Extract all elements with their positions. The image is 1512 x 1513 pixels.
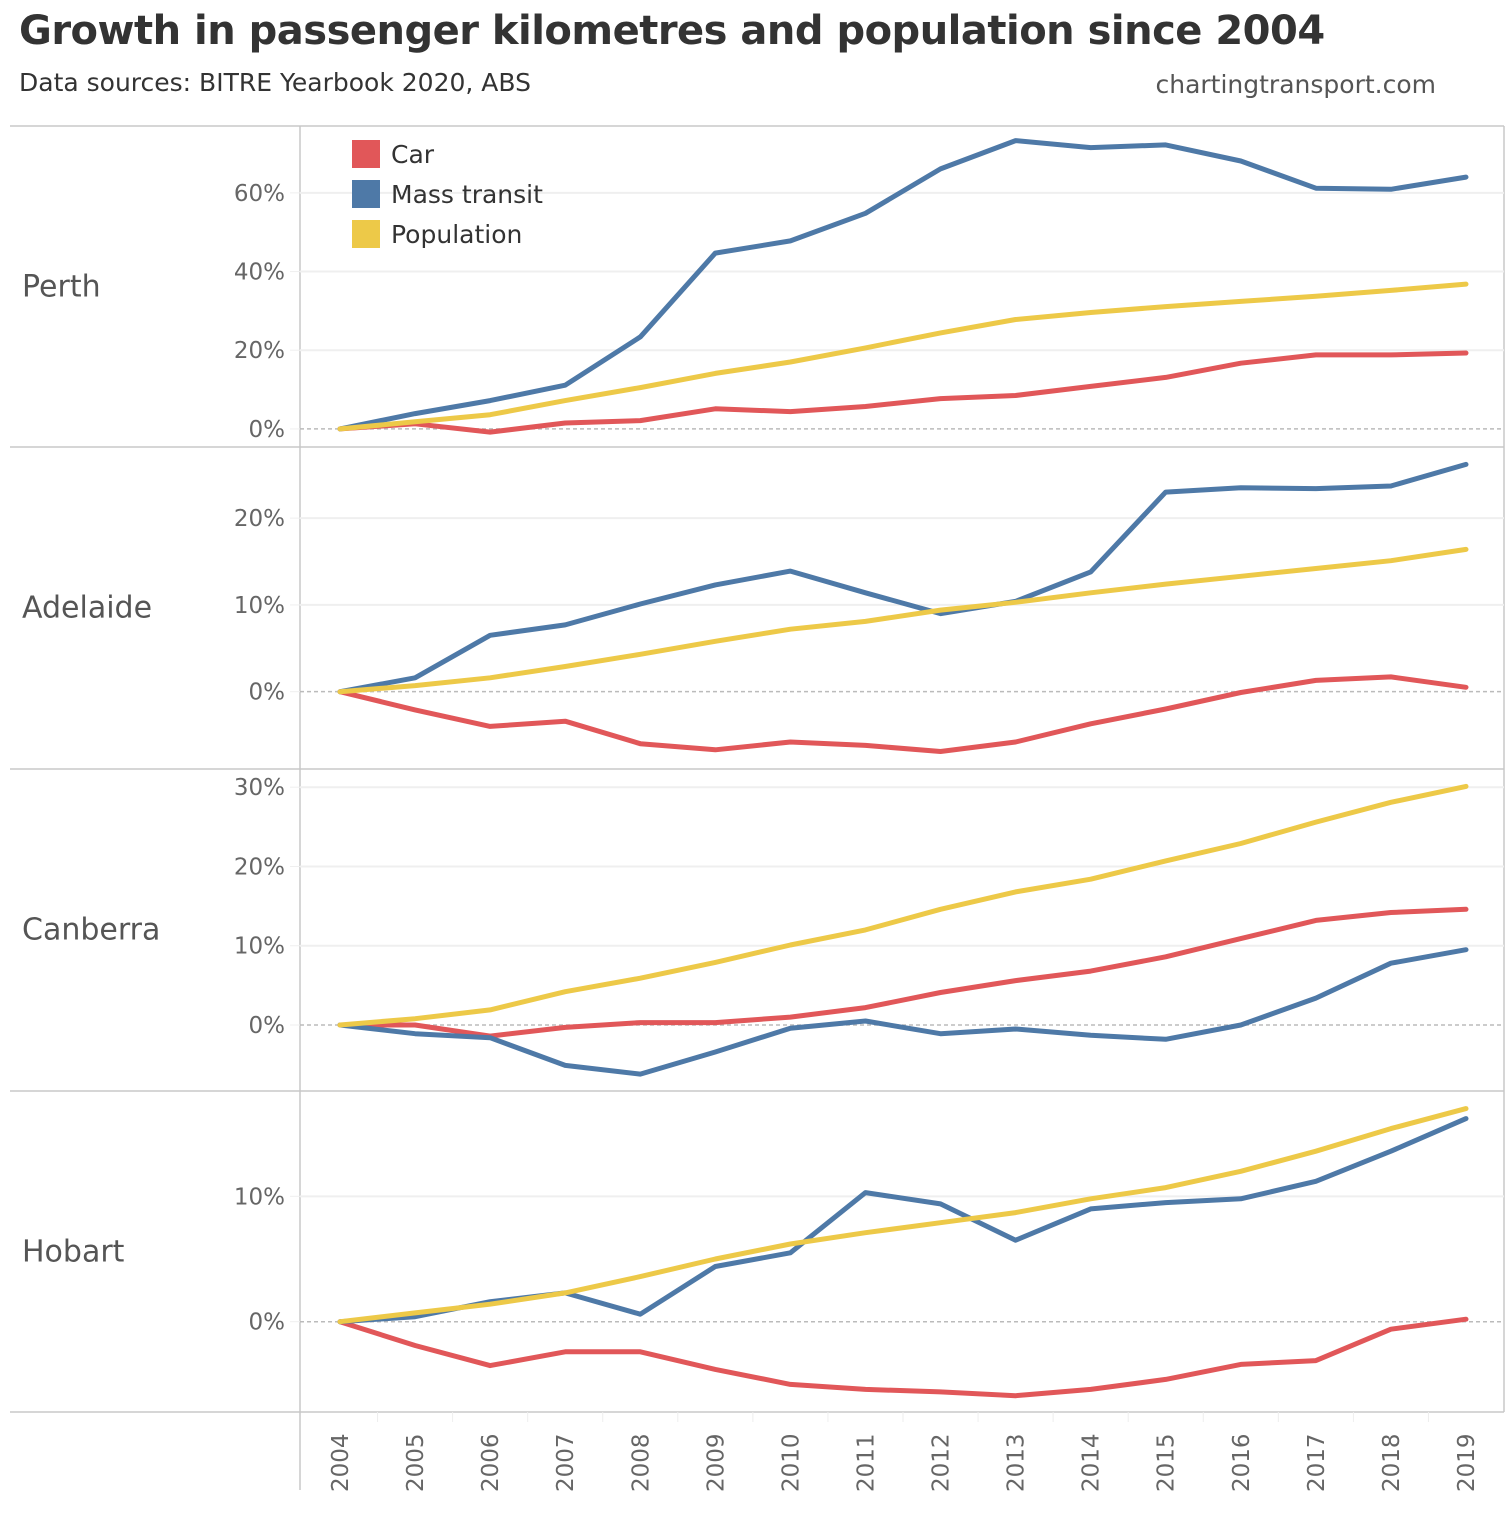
chart-title: Growth in passenger kilometres and popul…: [19, 8, 1325, 54]
x-tick-label: 2004: [328, 1433, 354, 1492]
legend-swatch-population: [352, 220, 380, 248]
x-tick-label: 2019: [1454, 1433, 1480, 1492]
series-line-adelaide-car[interactable]: [337, 674, 1469, 754]
x-tick-label: 2007: [553, 1433, 579, 1492]
x-tick-label: 2015: [1154, 1433, 1180, 1492]
series-line-canberra-mass-transit[interactable]: [337, 947, 1469, 1077]
legend-label-population: Population: [391, 220, 522, 249]
series-line-perth-car[interactable]: [337, 350, 1469, 435]
x-tick-label: 2009: [703, 1433, 729, 1492]
y-tick-label-canberra: 10%: [234, 934, 285, 960]
legend-swatch-car: [352, 140, 380, 168]
y-tick-label-adelaide: 0%: [249, 680, 286, 706]
x-tick-label: 2010: [778, 1433, 804, 1492]
series-line-perth-population[interactable]: [337, 281, 1469, 432]
panel-label-adelaide: Adelaide: [22, 591, 152, 626]
y-tick-label-perth: 0%: [249, 417, 286, 443]
x-tick-label: 2017: [1304, 1433, 1330, 1492]
x-tick-label: 2014: [1079, 1433, 1105, 1492]
series-line-canberra-population[interactable]: [337, 783, 1469, 1028]
chart-subtitle: Data sources: BITRE Yearbook 2020, ABS: [19, 68, 531, 97]
panel-label-perth: Perth: [22, 270, 101, 305]
chart-credit: chartingtransport.com: [1155, 70, 1436, 99]
y-tick-label-perth: 40%: [234, 260, 285, 286]
y-tick-label-adelaide: 20%: [234, 506, 285, 532]
x-tick-label: 2013: [1004, 1433, 1030, 1492]
panel-label-canberra: Canberra: [22, 913, 160, 948]
legend-label-mass-transit: Mass transit: [391, 180, 543, 209]
y-tick-label-adelaide: 10%: [234, 593, 285, 619]
x-tick-label: 2012: [929, 1433, 955, 1492]
x-tick-label: 2016: [1229, 1433, 1255, 1492]
y-tick-label-canberra: 30%: [234, 775, 285, 801]
series-line-hobart-population[interactable]: [337, 1106, 1469, 1325]
y-tick-label-perth: 20%: [234, 338, 285, 364]
y-tick-label-canberra: 0%: [249, 1013, 286, 1039]
series-line-adelaide-mass-transit[interactable]: [337, 461, 1469, 695]
x-tick-label: 2011: [853, 1433, 879, 1492]
panel-label-hobart: Hobart: [22, 1235, 125, 1270]
y-tick-label-hobart: 0%: [249, 1310, 286, 1336]
legend-swatch-mass-transit: [352, 180, 380, 208]
series-line-perth-mass-transit[interactable]: [337, 138, 1469, 432]
series-line-canberra-car[interactable]: [337, 906, 1469, 1039]
x-tick-label: 2006: [478, 1433, 504, 1492]
series-line-hobart-mass-transit[interactable]: [337, 1116, 1469, 1325]
x-tick-label: 2008: [628, 1433, 654, 1492]
legend-label-car: Car: [391, 140, 435, 169]
y-tick-label-hobart: 10%: [234, 1184, 285, 1210]
y-tick-label-perth: 60%: [234, 181, 285, 207]
series-line-adelaide-population[interactable]: [337, 546, 1469, 695]
y-tick-label-canberra: 20%: [234, 854, 285, 880]
x-tick-label: 2005: [403, 1433, 429, 1492]
x-tick-label: 2018: [1379, 1433, 1405, 1492]
series-line-hobart-car[interactable]: [337, 1316, 1469, 1399]
